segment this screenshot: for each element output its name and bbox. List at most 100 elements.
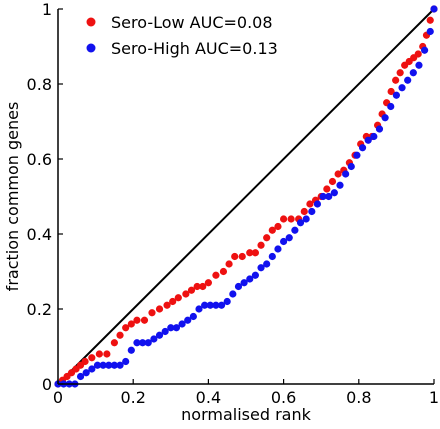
series-0-point-36	[274, 222, 282, 231]
series-1-point-21	[172, 324, 181, 332]
series-0-point-11	[116, 331, 124, 339]
legend-marker-1	[86, 43, 96, 53]
series-1-point-48	[325, 192, 333, 201]
series-1-point-44	[302, 215, 310, 223]
series-0-point-19	[169, 297, 177, 306]
series-1-point-31	[229, 290, 237, 298]
series-0-point-34	[263, 234, 271, 242]
series-0-point-45	[328, 177, 337, 186]
series-0-point-25	[204, 279, 212, 287]
series-0-point-44	[323, 185, 331, 193]
series-1-point-52	[347, 162, 355, 171]
series-1-point-6	[88, 365, 96, 373]
series-0-point-38	[287, 215, 295, 223]
series-1-point-17	[150, 335, 158, 343]
series-1-point-55	[364, 136, 372, 144]
series-0-point-21	[182, 290, 190, 298]
series-1-point-42	[291, 226, 299, 234]
series-1-point-37	[263, 260, 271, 268]
series-1-point-45	[308, 207, 316, 216]
series-1-point-65	[421, 46, 429, 54]
series-1-point-51	[342, 170, 350, 178]
series-1-point-23	[184, 316, 192, 324]
series-0	[54, 5, 438, 388]
series-0-point-22	[187, 286, 196, 294]
series-0-point-26	[212, 271, 220, 279]
series-0-point-6	[81, 357, 89, 366]
x-axis-label: normalised rank	[181, 405, 311, 424]
series-1-point-41	[285, 234, 293, 242]
series-1-point-29	[217, 301, 226, 309]
series-1-point-35	[251, 271, 259, 279]
series-1-point-9	[105, 361, 113, 369]
x-tick-label: 0	[53, 388, 63, 407]
series-1-point-32	[234, 282, 243, 291]
series-1-point-33	[240, 279, 248, 287]
series-0-point-40	[300, 207, 308, 216]
series-0-point-12	[122, 324, 130, 332]
series-1-point-43	[296, 219, 305, 227]
series-1-point-14	[133, 339, 141, 347]
series-1-point-56	[370, 132, 378, 141]
series-0-point-41	[306, 200, 314, 208]
series-1-point-50	[336, 181, 344, 189]
series-0-point-16	[148, 309, 156, 317]
series-1-point-46	[313, 200, 322, 208]
series-1-point-25	[195, 305, 203, 313]
series-0-point-14	[133, 316, 141, 324]
series-1-point-15	[139, 339, 147, 347]
series-1-point-57	[375, 125, 384, 133]
series-0-point-30	[238, 252, 246, 261]
series-0-point-9	[103, 350, 111, 358]
series-1-point-59	[387, 102, 395, 111]
series-0-point-13	[127, 320, 135, 328]
legend-label-0: Sero-Low AUC=0.08	[111, 13, 273, 32]
series-1-point-28	[212, 301, 220, 309]
series-0-point-18	[163, 301, 171, 309]
x-tick-label: 0.6	[271, 388, 296, 407]
series-0-point-62	[414, 50, 422, 58]
series-1-point-10	[110, 361, 118, 369]
series-0-point-57	[392, 76, 400, 84]
reference-line-layer	[57, 8, 435, 385]
series-1-point-26	[201, 301, 209, 309]
series-1-point-13	[127, 346, 135, 354]
series-1-point-30	[223, 297, 231, 306]
series-1-point-62	[404, 76, 412, 84]
series-1-point-47	[319, 192, 327, 201]
series-0-point-46	[334, 170, 342, 178]
series-0-point-17	[155, 305, 164, 313]
series-0-point-15	[140, 316, 149, 324]
series-1-point-24	[189, 312, 197, 321]
series-1-point-38	[268, 252, 276, 261]
x-tick-label: 0.4	[196, 388, 221, 407]
y-tick-label: 0.4	[27, 225, 52, 244]
series-1-point-64	[415, 61, 423, 69]
series-0-point-58	[396, 69, 404, 77]
x-tick-label: 1	[429, 388, 439, 407]
series-0-point-33	[257, 241, 265, 249]
series-layer	[54, 5, 438, 388]
series-1-point-20	[167, 324, 175, 332]
series-1-point-18	[155, 331, 164, 339]
series-0-point-27	[219, 267, 228, 276]
series-1-point-58	[381, 114, 389, 122]
series-1-point-67	[430, 5, 438, 13]
y-tick-label: 0	[42, 375, 52, 394]
series-1-point-60	[392, 91, 400, 99]
series-1-point-27	[206, 301, 214, 309]
y-tick-label: 0.6	[27, 150, 52, 169]
y-tick-label: 1	[42, 0, 52, 19]
series-0-point-31	[246, 249, 254, 257]
axes-layer: 0 0.2 0.4 0.6 0.8 1 0 0.2 0.4 0.6 0.8 1 normalised r…	[3, 0, 439, 424]
series-1-point-61	[398, 84, 406, 92]
series-1-point-5	[82, 369, 90, 377]
series-0-point-56	[387, 87, 395, 96]
series-1-point-34	[246, 275, 254, 283]
series-1-point-40	[280, 237, 288, 246]
series-0-point-28	[225, 260, 233, 268]
series-0-point-32	[251, 249, 259, 257]
series-0-point-23	[193, 282, 201, 291]
series-0-point-29	[231, 252, 239, 261]
